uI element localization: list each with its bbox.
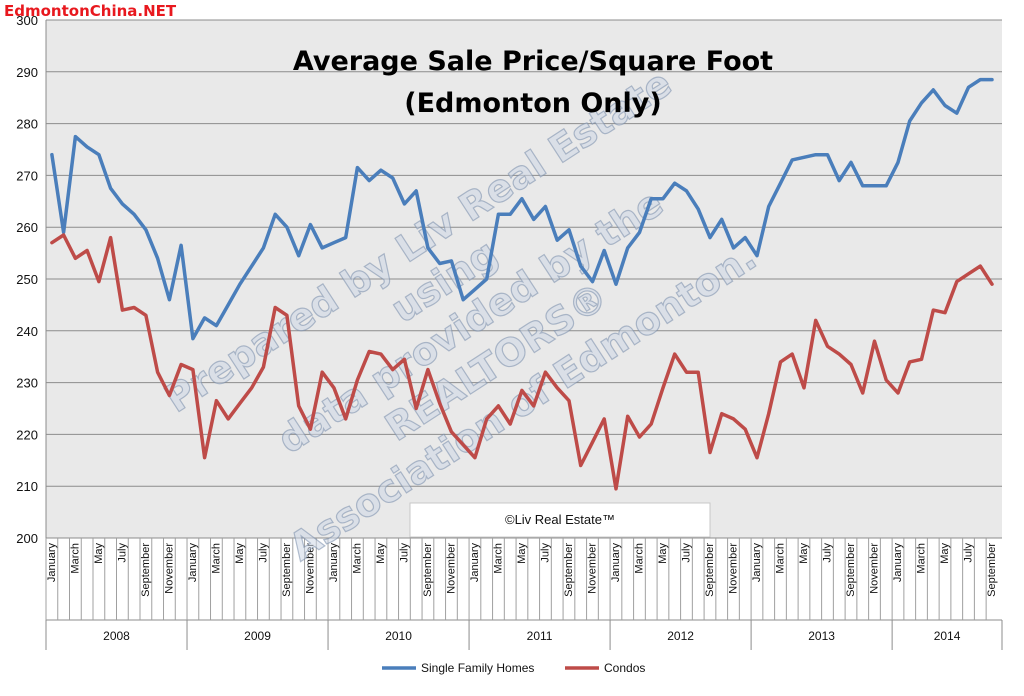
x-month-label: March bbox=[633, 543, 645, 574]
y-tick-label: 280 bbox=[16, 117, 38, 132]
legend: Single Family Homes Condos bbox=[382, 661, 645, 675]
x-month-label: May bbox=[375, 543, 387, 564]
series-line-single-family-homes bbox=[50, 77, 994, 341]
x-month-label: May bbox=[798, 543, 810, 564]
x-month-label: September bbox=[986, 543, 998, 597]
x-year-label: 2011 bbox=[527, 629, 553, 643]
y-tick-label: 250 bbox=[16, 272, 38, 287]
x-month-label: January bbox=[187, 543, 199, 583]
x-month-label: November bbox=[586, 543, 598, 594]
x-month-label: September bbox=[563, 543, 575, 597]
x-month-label: March bbox=[69, 543, 81, 574]
x-month-label: January bbox=[46, 543, 58, 583]
x-month-label: July bbox=[821, 543, 833, 563]
x-year-label: 2010 bbox=[385, 629, 412, 643]
y-tick-label: 240 bbox=[16, 324, 38, 339]
x-month-label: March bbox=[916, 543, 928, 574]
x-month-label: November bbox=[727, 543, 739, 594]
series-lines bbox=[50, 77, 994, 491]
copyright-box: ©Liv Real Estate™ bbox=[409, 502, 711, 538]
x-month-label: May bbox=[516, 543, 528, 564]
y-tick-label: 290 bbox=[16, 65, 38, 80]
x-month-label: May bbox=[657, 543, 669, 564]
y-tick-label: 260 bbox=[16, 220, 38, 235]
x-month-label: July bbox=[963, 543, 975, 563]
x-month-label: July bbox=[539, 543, 551, 563]
x-month-label: March bbox=[774, 543, 786, 574]
x-month-label: July bbox=[680, 543, 692, 563]
x-year-label: 2013 bbox=[808, 629, 835, 643]
y-tick-label: 200 bbox=[16, 531, 38, 546]
x-month-label: May bbox=[93, 543, 105, 564]
x-month-label: November bbox=[868, 543, 880, 594]
x-month-label: January bbox=[328, 543, 340, 583]
x-month-label: July bbox=[116, 543, 128, 563]
x-month-label: March bbox=[210, 543, 222, 574]
y-tick-label: 300 bbox=[16, 13, 38, 28]
legend-label: Single Family Homes bbox=[421, 661, 534, 675]
copyright-text: ©Liv Real Estate™ bbox=[505, 512, 615, 527]
x-month-label: January bbox=[610, 543, 622, 583]
x-axis: January March May July September November Janu… bbox=[45, 537, 1003, 650]
x-year-label: 2008 bbox=[103, 629, 130, 643]
x-month-label: May bbox=[939, 543, 951, 564]
x-year-label: 2012 bbox=[667, 629, 694, 643]
y-tick-label: 210 bbox=[16, 479, 38, 494]
x-year-label: 2014 bbox=[934, 629, 961, 643]
y-tick-label: 230 bbox=[16, 376, 38, 391]
x-month-label: January bbox=[892, 543, 904, 583]
site-logo: EdmontonChina.NET bbox=[4, 2, 177, 20]
legend-label: Condos bbox=[604, 661, 645, 675]
x-month-label: March bbox=[492, 543, 504, 574]
x-month-label: September bbox=[704, 543, 716, 597]
x-month-label: May bbox=[234, 543, 246, 564]
x-month-label: January bbox=[469, 543, 481, 583]
x-month-label: November bbox=[304, 543, 316, 594]
x-month-label: September bbox=[140, 543, 152, 597]
x-month-label: July bbox=[257, 543, 269, 563]
x-month-label: March bbox=[351, 543, 363, 574]
chart-subtitle: (Edmonton Only) bbox=[404, 88, 661, 119]
x-month-label: January bbox=[751, 543, 763, 583]
x-month-label: July bbox=[398, 543, 410, 563]
x-month-label: September bbox=[281, 543, 293, 597]
y-axis: 200 210 220 230 240 250 260 270 280 290 300 bbox=[16, 13, 47, 546]
x-year-label: 2009 bbox=[244, 629, 271, 643]
x-month-label: November bbox=[163, 543, 175, 594]
series-line-condos bbox=[50, 233, 994, 491]
x-month-label: September bbox=[845, 543, 857, 597]
y-tick-label: 220 bbox=[16, 427, 38, 442]
x-month-label: September bbox=[422, 543, 434, 597]
y-tick-label: 270 bbox=[16, 168, 38, 183]
x-month-label: November bbox=[445, 543, 457, 594]
chart-title: Average Sale Price/Square Foot bbox=[293, 46, 773, 77]
